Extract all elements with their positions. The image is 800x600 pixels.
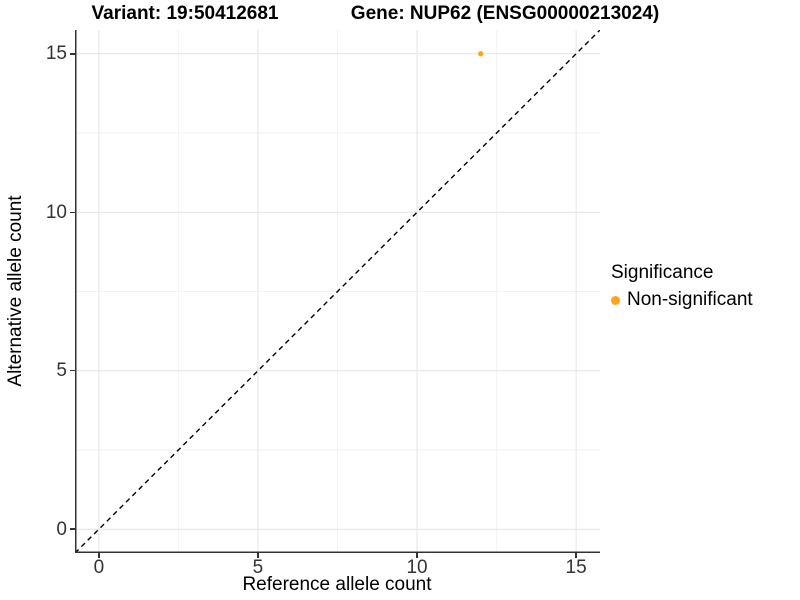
x-tick-mark (98, 553, 100, 558)
legend-item-non-significant: Non-significant (611, 289, 753, 311)
plot-panel (75, 30, 600, 553)
y-axis-title: Alternative allele count (5, 195, 26, 387)
legend-item-label: Non-significant (627, 289, 753, 310)
y-tick-label: 5 (56, 360, 67, 382)
identity-line (75, 30, 600, 553)
x-axis-title: Reference allele count (242, 574, 432, 595)
y-tick-label: 0 (56, 518, 67, 540)
legend-point-icon (611, 295, 620, 305)
x-tick-mark (416, 553, 418, 558)
x-tick-label: 5 (252, 557, 264, 578)
legend: Significance Non-significant (611, 262, 753, 311)
data-point (478, 51, 484, 57)
y-tick-mark (70, 369, 75, 372)
plot-title-variant: Variant: 19:50412681 (91, 3, 279, 24)
y-tick-label: 10 (45, 201, 67, 223)
y-tick-mark (70, 53, 75, 55)
x-tick-label: 0 (93, 557, 105, 578)
x-tick-label: 10 (406, 557, 428, 578)
y-tick-mark (70, 211, 75, 213)
plot-area-svg (75, 30, 600, 553)
x-tick-label: 15 (565, 557, 587, 578)
x-tick-mark (257, 553, 259, 558)
y-tick-mark (70, 528, 75, 530)
plot-title-gene: Gene: NUP62 (ENSG00000213024) (350, 3, 660, 24)
y-tick-label: 15 (45, 43, 67, 65)
legend-title: Significance (611, 262, 714, 283)
x-tick-mark (575, 553, 577, 558)
